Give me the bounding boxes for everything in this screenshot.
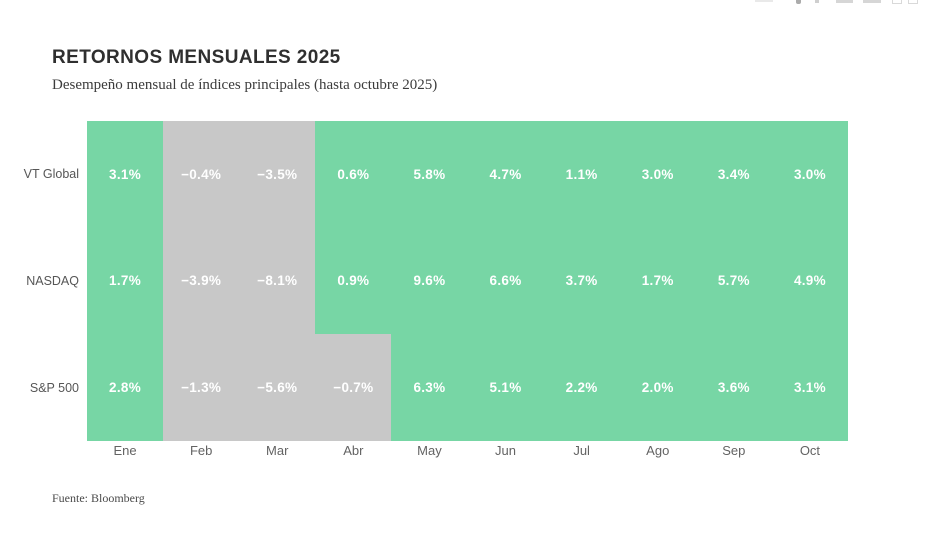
cell-value: 4.9%: [793, 273, 826, 289]
x-tick-label: Jun: [495, 443, 517, 458]
x-tick-label: Feb: [189, 443, 213, 458]
x-tick-label: May: [417, 443, 442, 458]
heatmap-cell[interactable]: 3.0%: [619, 121, 696, 228]
heatmap-cell[interactable]: −3.9%: [163, 227, 240, 335]
x-tick-label: Jul: [573, 443, 590, 458]
cell-value: −3.9%: [181, 273, 222, 289]
zoom-out-icon[interactable]: [863, 0, 881, 3]
cell-value: 1.7%: [641, 273, 674, 289]
page-subtitle: Desempeño mensual de índices principales…: [52, 77, 438, 93]
camera-icon[interactable]: [755, 0, 773, 2]
row-label: S&P 500: [29, 380, 79, 395]
cell-value: −1.3%: [181, 380, 222, 396]
cell-value: −5.6%: [257, 380, 298, 396]
x-tick-label: Sep: [722, 443, 746, 458]
x-tick-label: Mar: [266, 443, 289, 458]
heatmap-cell[interactable]: 2.8%: [87, 334, 164, 441]
heatmap-cell[interactable]: 1.7%: [87, 227, 164, 335]
heatmap-cell[interactable]: 5.8%: [391, 121, 468, 228]
cell-value: −3.5%: [257, 166, 298, 182]
cell-value: 3.0%: [793, 166, 826, 182]
x-tick-label: Ago: [646, 443, 670, 458]
heatmap-cell[interactable]: 1.1%: [543, 121, 620, 228]
x-tick-label: Oct: [799, 443, 821, 458]
reset-axes-icon[interactable]: [908, 0, 918, 4]
heatmap-cell[interactable]: 4.7%: [467, 121, 544, 228]
row-label: VT Global: [23, 167, 79, 182]
cell-value: 3.6%: [717, 380, 750, 396]
heatmap-cell[interactable]: 9.6%: [391, 227, 468, 335]
source-note: Fuente: Bloomberg: [52, 491, 145, 505]
heatmap-grid: 3.1% −0.4% −3.5% 0.6% 5.8% 4.7% 1.1% 3.0% 3.4% 3.…: [87, 121, 848, 441]
cell-value: 0.6%: [337, 166, 370, 182]
heatmap-cell[interactable]: −1.3%: [163, 334, 240, 441]
heatmap-cell[interactable]: −5.6%: [239, 334, 316, 441]
cell-value: 3.1%: [109, 166, 142, 182]
x-tick-label: Abr: [343, 443, 364, 458]
cell-value: 3.4%: [717, 166, 750, 182]
heatmap-cell[interactable]: 6.6%: [467, 227, 544, 335]
heatmap-cell[interactable]: 6.3%: [391, 334, 468, 441]
heatmap-cell[interactable]: 5.7%: [695, 227, 772, 335]
heatmap-cell[interactable]: 3.6%: [695, 334, 772, 441]
cell-value: −0.4%: [181, 166, 222, 182]
cell-value: 5.8%: [413, 166, 446, 182]
cell-value: 1.7%: [109, 273, 142, 289]
pan-icon[interactable]: [815, 0, 819, 3]
heatmap-cell[interactable]: 0.9%: [315, 227, 392, 335]
cell-value: 6.6%: [489, 273, 522, 289]
cell-value: 3.1%: [793, 380, 826, 396]
heatmap-cell[interactable]: 0.6%: [315, 121, 392, 228]
cell-value: 9.6%: [413, 273, 446, 289]
heatmap-cell[interactable]: −3.5%: [239, 121, 316, 228]
cell-value: 5.7%: [717, 273, 750, 289]
heatmap-cell[interactable]: −0.4%: [163, 121, 240, 228]
cell-value: 4.7%: [489, 166, 522, 182]
page-title: RETORNOS MENSUALES 2025: [52, 47, 341, 68]
heatmap-cell[interactable]: 3.4%: [695, 121, 772, 228]
heatmap-cell[interactable]: −8.1%: [239, 227, 316, 335]
y-axis-labels: VT Global NASDAQ S&P 500: [0, 121, 83, 441]
x-tick-label: Ene: [113, 443, 137, 458]
heatmap-cell[interactable]: 3.0%: [771, 121, 848, 228]
cell-value: −0.7%: [333, 380, 374, 396]
cell-value: 5.1%: [489, 380, 522, 396]
chart-header: RETORNOS MENSUALES 2025 Desempeño mensua…: [52, 45, 437, 96]
cell-value: 0.9%: [337, 273, 370, 289]
autoscale-icon[interactable]: [892, 0, 902, 4]
cell-value: 1.1%: [565, 166, 598, 182]
heatmap-cell[interactable]: 2.0%: [619, 334, 696, 441]
row-label: NASDAQ: [26, 274, 79, 288]
cell-value: 2.0%: [641, 380, 674, 396]
cell-value: 2.2%: [565, 380, 598, 396]
x-axis-labels: Ene Feb Mar Abr May Jun Jul Ago Sep Oct: [87, 443, 848, 458]
cell-value: 2.8%: [109, 380, 142, 396]
heatmap-cell[interactable]: 5.1%: [467, 334, 544, 441]
heatmap-cell[interactable]: 1.7%: [619, 227, 696, 335]
cell-value: 6.3%: [413, 380, 446, 396]
heatmap-cell[interactable]: −0.7%: [315, 334, 392, 441]
heatmap-cell[interactable]: 3.7%: [543, 227, 620, 335]
cell-value: 3.0%: [641, 166, 674, 182]
zoom-in-icon[interactable]: [836, 0, 853, 3]
cell-value: −8.1%: [257, 273, 298, 289]
heatmap-cell[interactable]: 3.1%: [87, 121, 164, 228]
zoom-icon[interactable]: [796, 0, 801, 4]
heatmap-cell[interactable]: 4.9%: [771, 227, 848, 335]
heatmap-cell[interactable]: 2.2%: [543, 334, 620, 441]
heatmap-cell[interactable]: 3.1%: [771, 334, 848, 441]
cell-value: 3.7%: [565, 273, 598, 289]
